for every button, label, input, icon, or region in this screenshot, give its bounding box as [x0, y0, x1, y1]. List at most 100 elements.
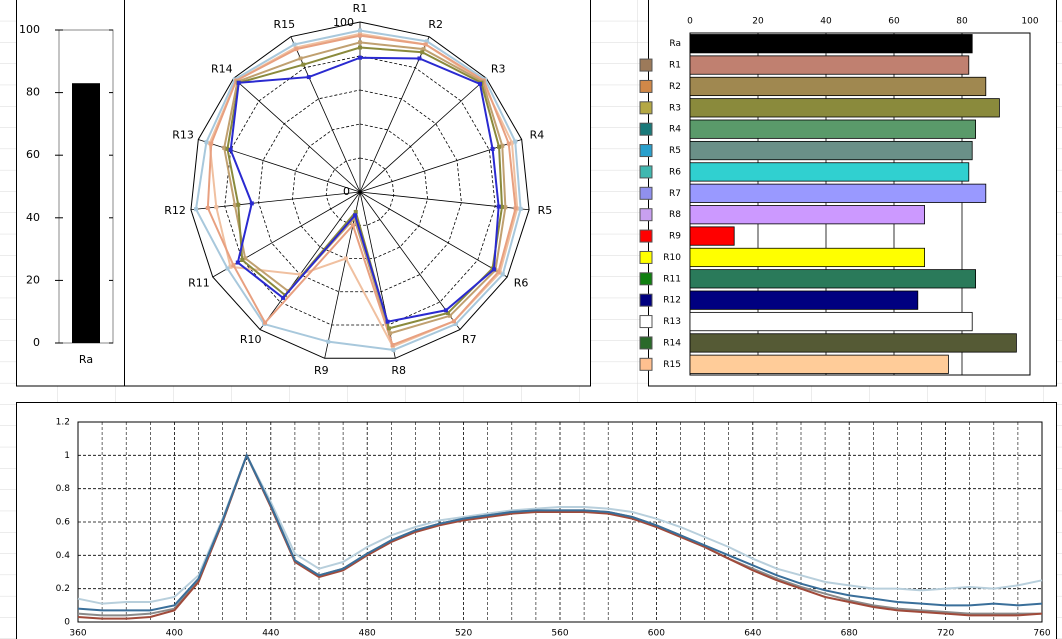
- y-tick-label: 80: [26, 86, 40, 99]
- x-tick-label: 0: [687, 17, 693, 27]
- y-tick-label: R10: [663, 253, 681, 263]
- bar: [689, 247, 926, 268]
- axis-label: R4: [530, 128, 545, 141]
- x-tick-label: 600: [648, 629, 665, 639]
- x-tick-label: 480: [359, 629, 376, 639]
- spoke: [359, 36, 430, 193]
- x-tick-label: 680: [841, 629, 858, 639]
- legend-swatch: [639, 186, 653, 200]
- axis-label: R6: [514, 277, 529, 290]
- marker: [453, 322, 458, 327]
- marker: [222, 145, 227, 150]
- legend-swatch: [639, 293, 653, 307]
- marker: [518, 206, 523, 211]
- spoke: [359, 191, 461, 330]
- legend-swatch: [639, 144, 653, 158]
- x-tick-label: 560: [551, 629, 568, 639]
- bar: [689, 333, 1017, 353]
- marker: [298, 272, 303, 277]
- y-tick-label: 60: [26, 148, 40, 161]
- marker: [298, 56, 303, 61]
- legend-swatch: [639, 101, 653, 115]
- x-tick-label: 40: [820, 17, 832, 27]
- bar: [689, 55, 970, 75]
- x-tick-label: 400: [166, 629, 183, 639]
- x-tick-label: 720: [937, 629, 954, 639]
- r-label: 0: [343, 185, 350, 198]
- bar: [689, 205, 926, 225]
- y-tick-label: R11: [663, 274, 681, 284]
- marker: [385, 319, 390, 324]
- y-tick-label: R13: [663, 317, 681, 327]
- axis-label: R2: [428, 18, 443, 31]
- legend-swatch: [639, 250, 653, 264]
- series-line: [77, 452, 1043, 612]
- marker: [353, 209, 358, 214]
- marker: [240, 258, 245, 262]
- marker: [194, 207, 199, 212]
- marker: [445, 311, 450, 316]
- marker: [509, 140, 514, 145]
- marker: [249, 201, 254, 206]
- series-line: [223, 41, 507, 335]
- marker: [496, 269, 501, 274]
- y-tick-label: 20: [26, 273, 40, 286]
- bar: [689, 76, 987, 97]
- marker: [209, 141, 214, 146]
- marker: [306, 75, 311, 80]
- marker: [390, 342, 395, 347]
- marker: [421, 47, 426, 52]
- bar: [689, 183, 987, 203]
- outer-ring: [190, 21, 530, 359]
- marker: [490, 146, 495, 151]
- y-tick-label: R4: [669, 125, 681, 135]
- spoke: [233, 77, 361, 193]
- y-tick-label: 1: [64, 451, 70, 461]
- marker: [386, 326, 391, 331]
- marker: [232, 203, 237, 208]
- legend-swatch: [639, 79, 653, 93]
- legend-swatch: [639, 229, 653, 243]
- grid-ring: [224, 55, 496, 326]
- axis-label: R9: [314, 364, 329, 377]
- y-tick-label: R14: [663, 338, 681, 348]
- x-tick-label: 760: [1033, 629, 1050, 639]
- x-tick-label: 80: [956, 17, 968, 27]
- y-tick-label: R3: [669, 103, 681, 113]
- marker: [350, 223, 355, 228]
- marker: [204, 140, 209, 145]
- y-tick-label: R7: [669, 189, 681, 199]
- marker: [447, 313, 452, 318]
- bar: [689, 162, 970, 182]
- axis-label: R12: [164, 204, 186, 217]
- axis-label: R14: [211, 63, 233, 76]
- y-tick-label: 40: [26, 211, 40, 224]
- series-line: [194, 29, 522, 351]
- bar: [72, 83, 100, 344]
- marker: [294, 47, 299, 52]
- bar: [689, 354, 949, 374]
- marker: [513, 206, 518, 211]
- legend-swatch: [639, 208, 653, 222]
- y-tick-label: R5: [669, 146, 681, 156]
- series-line: [206, 34, 517, 347]
- marker: [235, 260, 240, 265]
- marker: [358, 45, 362, 50]
- x-tick-label: Ra: [79, 353, 93, 366]
- marker: [513, 139, 518, 144]
- marker: [228, 147, 233, 152]
- legend-swatch: [639, 315, 653, 329]
- labels: 0 0.2 0.4 0.6 0.8 1 1.2 360 400 440 480 520 560 600 64…: [56, 418, 1051, 639]
- bar: [689, 98, 1000, 118]
- y-tick-label: 0.6: [56, 518, 71, 528]
- spoke: [259, 191, 361, 330]
- y-tick-label: R8: [669, 210, 681, 220]
- y-tick-label: 0: [64, 618, 70, 628]
- marker: [423, 42, 428, 47]
- x-tick-label: 360: [69, 629, 86, 639]
- spoke: [359, 191, 508, 278]
- x-tick-label: 60: [888, 17, 900, 27]
- marker: [228, 264, 233, 269]
- marker: [500, 272, 505, 277]
- axis-label: R8: [391, 364, 406, 377]
